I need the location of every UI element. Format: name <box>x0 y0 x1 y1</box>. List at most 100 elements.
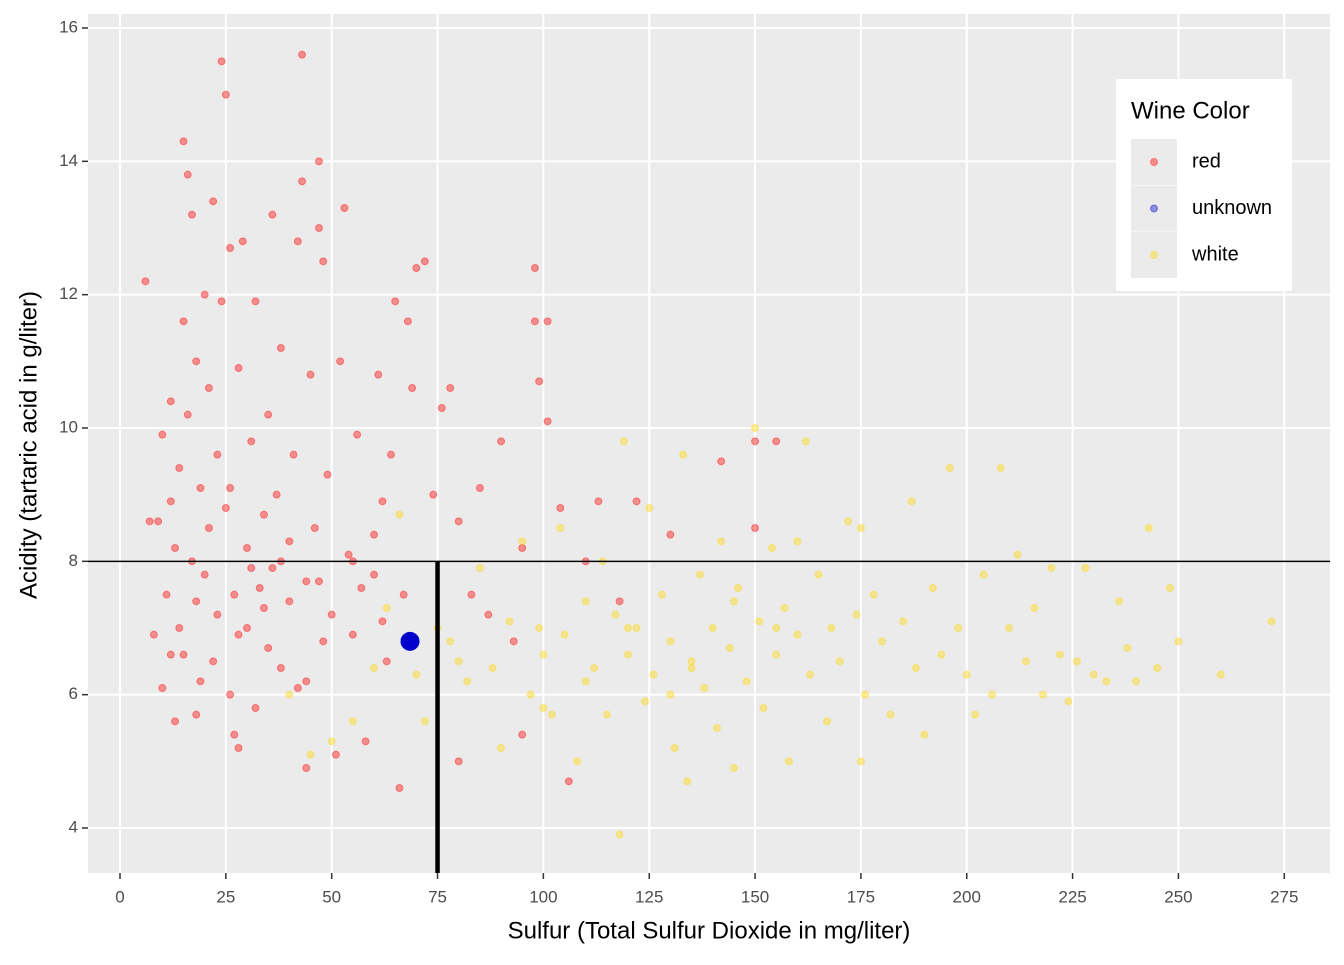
point <box>183 410 192 419</box>
point <box>780 604 789 612</box>
point <box>395 784 404 792</box>
point <box>158 684 167 692</box>
point <box>505 617 514 626</box>
point <box>1132 677 1141 686</box>
point <box>1064 697 1073 706</box>
legend-label: red <box>1192 150 1221 172</box>
x-tick-label: 200 <box>953 887 981 906</box>
point <box>624 650 633 659</box>
point <box>399 590 408 599</box>
point <box>209 197 218 206</box>
point <box>535 624 544 632</box>
point <box>543 417 552 426</box>
legend-key <box>1131 185 1177 232</box>
point <box>1165 584 1174 592</box>
point <box>729 764 738 772</box>
point <box>556 504 565 512</box>
point <box>145 517 154 526</box>
point <box>336 357 345 366</box>
point <box>171 544 180 552</box>
point <box>945 464 954 472</box>
point <box>357 584 366 592</box>
point <box>429 490 438 499</box>
point <box>217 297 226 306</box>
point <box>319 257 328 266</box>
point <box>454 657 463 666</box>
point <box>852 610 861 619</box>
point <box>183 170 192 179</box>
point <box>683 777 692 786</box>
point <box>302 577 311 586</box>
point <box>243 544 252 552</box>
y-tick-label: 4 <box>69 817 78 836</box>
x-tick-label: 25 <box>216 887 235 906</box>
y-tick-label: 8 <box>69 551 78 570</box>
point <box>306 750 315 759</box>
axes: 0 25 50 75 100 125 150 175 200 225 250 275 4 6 8 10 12 14… <box>59 17 1298 906</box>
point <box>230 590 239 599</box>
y-tick-label: 16 <box>59 17 78 36</box>
x-tick-label: 225 <box>1058 887 1086 906</box>
point <box>179 137 188 146</box>
point <box>806 670 815 679</box>
point <box>272 490 281 499</box>
x-tick-label: 50 <box>322 887 341 906</box>
point <box>348 717 357 726</box>
point <box>171 717 180 726</box>
point <box>1267 617 1276 626</box>
point <box>289 450 298 459</box>
point <box>886 710 895 719</box>
point <box>293 684 302 692</box>
point <box>920 730 929 739</box>
point <box>530 264 539 272</box>
point <box>772 624 781 632</box>
point <box>560 630 569 639</box>
point <box>247 564 256 572</box>
point <box>420 717 429 726</box>
point <box>158 430 167 439</box>
point <box>412 670 421 679</box>
point <box>856 524 865 532</box>
point <box>454 517 463 526</box>
point <box>226 690 235 699</box>
point <box>856 757 865 766</box>
point <box>302 677 311 686</box>
x-tick-label: 175 <box>847 887 875 906</box>
point <box>988 690 997 699</box>
point <box>772 437 781 446</box>
point <box>234 744 243 752</box>
point <box>823 717 832 726</box>
point <box>323 470 332 479</box>
point <box>209 657 218 666</box>
legend-swatch <box>1150 204 1158 213</box>
point <box>869 590 878 599</box>
point <box>564 777 573 786</box>
point <box>666 530 675 539</box>
x-tick-label: 100 <box>529 887 557 906</box>
point <box>1115 597 1124 606</box>
point <box>285 597 294 606</box>
point <box>420 257 429 266</box>
point <box>370 570 379 579</box>
point <box>154 517 163 526</box>
point <box>751 424 760 432</box>
point <box>729 597 738 606</box>
point <box>285 690 294 699</box>
point <box>979 570 988 579</box>
y-axis-title: Acidity (tartaric acid in g/liter) <box>15 291 42 599</box>
point <box>213 450 222 459</box>
point <box>1174 637 1183 646</box>
legend-swatch <box>1150 158 1158 166</box>
point <box>518 730 527 739</box>
point <box>484 610 493 619</box>
point <box>314 224 323 232</box>
point <box>314 577 323 586</box>
point <box>302 764 311 772</box>
point <box>759 704 768 712</box>
point <box>996 464 1005 472</box>
point <box>234 364 243 372</box>
point <box>166 650 175 659</box>
point <box>475 484 484 492</box>
point <box>670 744 679 752</box>
